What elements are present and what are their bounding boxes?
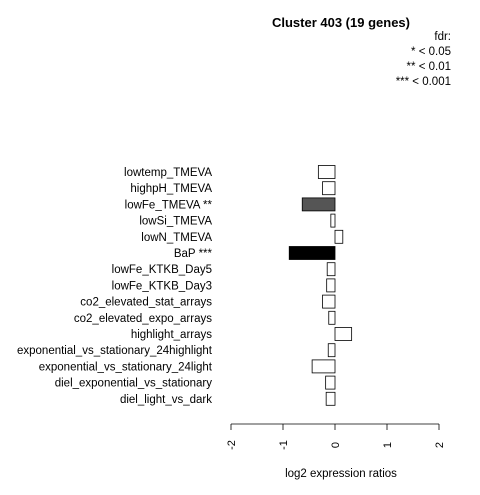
- bar-13: [325, 375, 336, 390]
- category-label-0: lowtemp_TMEVA: [124, 167, 212, 179]
- category-label-9: co2_elevated_expo_arrays: [74, 313, 212, 325]
- category-label-2: lowFe_TMEVA **: [125, 199, 213, 211]
- bar-8: [322, 294, 336, 309]
- bar-2: [301, 197, 336, 212]
- category-label-1: highpH_TMEVA: [130, 183, 212, 195]
- bar-1: [322, 181, 336, 196]
- bar-4: [334, 229, 344, 244]
- legend-line-0: fdr:: [434, 31, 451, 43]
- category-labels: lowtemp_TMEVA highpH_TMEVA lowFe_TMEVA ** l…: [17, 167, 213, 406]
- category-label-13: diel_exponential_vs_stationary: [55, 378, 213, 390]
- category-label-11: exponential_vs_stationary_24highlight: [17, 345, 213, 357]
- category-label-6: lowFe_KTKB_Day5: [112, 264, 212, 276]
- category-label-14: diel_light_vs_dark: [120, 394, 212, 406]
- legend: fdr: * < 0.05 ** < 0.01 *** < 0.001: [396, 31, 451, 88]
- x-tick-label-4: 2: [434, 442, 446, 448]
- legend-line-2: ** < 0.01: [407, 61, 451, 73]
- bar-6: [326, 262, 336, 277]
- x-tick-label-2: 0: [330, 442, 342, 448]
- category-label-7: lowFe_KTKB_Day3: [112, 280, 212, 292]
- bar-5: [288, 246, 336, 260]
- category-label-10: highlight_arrays: [131, 329, 212, 341]
- bar-0: [317, 165, 336, 179]
- bar-7: [326, 278, 336, 293]
- legend-line-1: * < 0.05: [411, 46, 451, 58]
- chart-title: Cluster 403 (19 genes): [272, 15, 410, 30]
- bar-12: [311, 359, 336, 374]
- category-label-4: lowN_TMEVA: [141, 232, 212, 244]
- x-axis: -2 -1 0 1 2: [226, 423, 446, 450]
- x-tick-label-3: 1: [382, 442, 394, 448]
- bar-14: [325, 391, 336, 406]
- bar-3: [330, 213, 336, 228]
- x-tick-label-0: -2: [226, 440, 238, 450]
- bars-group: [288, 165, 353, 406]
- bar-11: [327, 343, 336, 358]
- category-label-3: lowSi_TMEVA: [139, 216, 212, 228]
- category-label-8: co2_elevated_stat_arrays: [80, 297, 212, 309]
- category-label-5: BaP ***: [174, 248, 213, 260]
- x-tick-label-1: -1: [278, 440, 290, 450]
- bar-10: [334, 327, 353, 341]
- x-axis-label: log2 expression ratios: [285, 468, 397, 480]
- legend-line-3: *** < 0.001: [396, 76, 451, 88]
- category-label-12: exponential_vs_stationary_24light: [39, 361, 213, 373]
- bar-9: [328, 310, 336, 325]
